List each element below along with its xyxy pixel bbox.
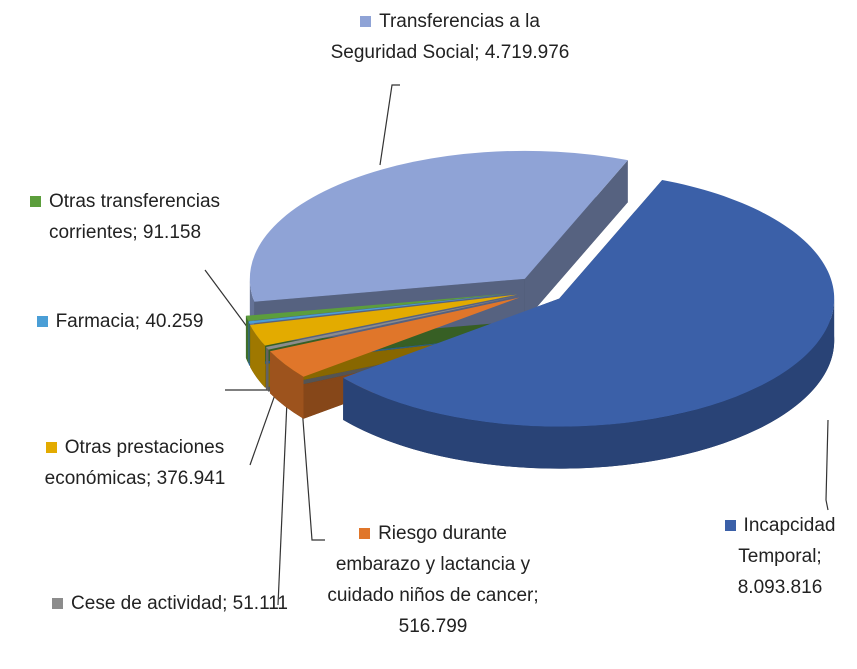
slice xyxy=(248,293,517,324)
legend-swatch xyxy=(359,528,371,539)
label-value: 91.158 xyxy=(142,222,202,243)
data-label: Transferencias a la Seguridad Social; 4.… xyxy=(330,6,570,68)
slice-tops xyxy=(245,150,835,427)
data-label: Cese de actividad; 51.111 xyxy=(40,588,300,619)
slice-face xyxy=(524,160,628,321)
slice-wall xyxy=(265,346,269,392)
slice xyxy=(269,297,520,377)
slice-wall xyxy=(343,298,835,469)
legend-swatch xyxy=(36,316,48,327)
label-value: 376.941 xyxy=(156,468,226,489)
slice xyxy=(249,150,628,302)
slice xyxy=(265,295,519,350)
data-label: Otras transferencias corrientes; 91.158 xyxy=(10,186,240,248)
label-value: 51.111 xyxy=(232,593,288,614)
data-label: Incapcidad Temporal; 8.093.816 xyxy=(700,510,857,603)
data-label: Otras prestaciones económicas; 376.941 xyxy=(10,432,260,494)
slice-wall xyxy=(269,351,304,419)
label-name: Incapcidad Temporal; xyxy=(738,515,836,567)
label-name: Otras prestaciones económicas; xyxy=(44,437,225,489)
label-name: Otras transferencias corrientes; xyxy=(48,191,221,243)
label-value: 516.799 xyxy=(398,616,468,637)
data-label: Riesgo durante embarazo y lactancia y cu… xyxy=(318,518,548,642)
slice-wall xyxy=(245,315,249,364)
label-name: Cese de actividad; xyxy=(71,593,228,614)
slice xyxy=(245,292,517,322)
leader-line xyxy=(277,377,289,606)
legend-swatch xyxy=(45,442,57,453)
legend-swatch xyxy=(52,598,64,609)
leader-line xyxy=(379,84,400,166)
leader-line xyxy=(299,379,325,541)
label-value: 4.719.976 xyxy=(484,42,570,63)
legend-swatch xyxy=(724,520,736,531)
slice-wall xyxy=(250,324,266,388)
leader-lines xyxy=(204,84,829,606)
legend-swatch xyxy=(360,16,372,27)
label-name: Riesgo durante embarazo y lactancia y cu… xyxy=(327,523,539,606)
slice xyxy=(250,294,518,346)
data-label: Farmacia; 40.259 xyxy=(0,306,240,337)
legend-swatch xyxy=(29,196,41,207)
label-value: 8.093.816 xyxy=(737,577,823,598)
label-name: Transferencias a la Seguridad Social; xyxy=(330,11,540,63)
slice-wall xyxy=(248,321,250,366)
label-value: 40.259 xyxy=(145,311,204,332)
label-name: Farmacia; xyxy=(55,311,141,332)
slice xyxy=(343,179,835,427)
leader-line xyxy=(825,419,829,511)
